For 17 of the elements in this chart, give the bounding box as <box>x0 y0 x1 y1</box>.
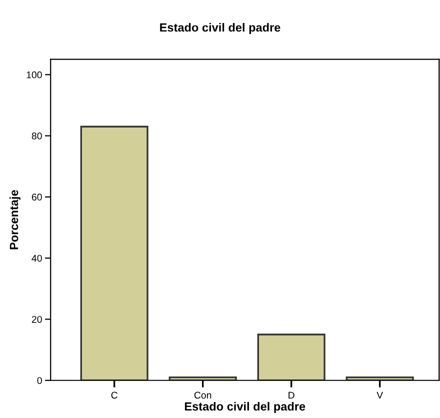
y-tick-label: 100 <box>26 71 42 78</box>
y-tick-label: 80 <box>32 132 42 140</box>
y-tick-label: 60 <box>32 194 42 201</box>
x-axis-title: Estado civil del padre <box>184 402 306 413</box>
bar <box>80 126 148 380</box>
y-tick-label: 40 <box>32 254 42 262</box>
bar <box>346 376 414 380</box>
bar <box>168 376 237 380</box>
x-tick-label: V <box>376 392 384 399</box>
chart-title: Estado civil del padre <box>160 22 280 34</box>
x-tick-label: C <box>111 392 118 399</box>
x-tick-label: D <box>288 392 294 399</box>
bar <box>257 334 326 380</box>
x-tick-label: Con <box>194 392 212 399</box>
y-axis-title: Porcentaje <box>9 190 20 250</box>
y-tick-label: 0 <box>37 377 42 384</box>
y-tick-label: 20 <box>32 316 42 323</box>
